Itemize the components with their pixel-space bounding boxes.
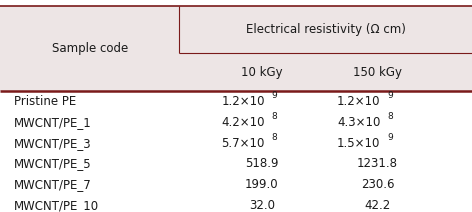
Text: MWCNT/PE_3: MWCNT/PE_3 <box>14 137 92 150</box>
Text: 1.2×10: 1.2×10 <box>337 95 380 108</box>
Text: MWCNT/PE_10: MWCNT/PE_10 <box>14 199 99 212</box>
Text: 1.5×10: 1.5×10 <box>337 137 380 150</box>
Text: 9: 9 <box>388 91 393 100</box>
Text: 9: 9 <box>388 133 393 142</box>
Text: MWCNT/PE_7: MWCNT/PE_7 <box>14 178 92 191</box>
Text: 5.7×10: 5.7×10 <box>221 137 265 150</box>
Text: MWCNT/PE_5: MWCNT/PE_5 <box>14 157 92 170</box>
Text: Electrical resistivity (Ω cm): Electrical resistivity (Ω cm) <box>246 23 405 36</box>
Text: Pristine PE: Pristine PE <box>14 95 76 108</box>
Text: 32.0: 32.0 <box>249 199 275 212</box>
Text: 1.2×10: 1.2×10 <box>221 95 265 108</box>
Text: 42.2: 42.2 <box>364 199 391 212</box>
Text: Sample code: Sample code <box>51 42 128 55</box>
Text: 8: 8 <box>388 112 393 121</box>
Text: 1231.8: 1231.8 <box>357 157 398 170</box>
Text: 9: 9 <box>272 91 278 100</box>
Text: 4.3×10: 4.3×10 <box>337 116 380 129</box>
Bar <box>0 6 472 91</box>
Text: 230.6: 230.6 <box>361 178 394 191</box>
Text: 518.9: 518.9 <box>245 157 278 170</box>
Text: MWCNT/PE_1: MWCNT/PE_1 <box>14 116 92 129</box>
Text: 8: 8 <box>272 112 278 121</box>
Text: 150 kGy: 150 kGy <box>353 66 402 79</box>
Text: 10 kGy: 10 kGy <box>241 66 283 79</box>
Text: 199.0: 199.0 <box>245 178 279 191</box>
Text: 4.2×10: 4.2×10 <box>221 116 265 129</box>
Text: 8: 8 <box>272 133 278 142</box>
